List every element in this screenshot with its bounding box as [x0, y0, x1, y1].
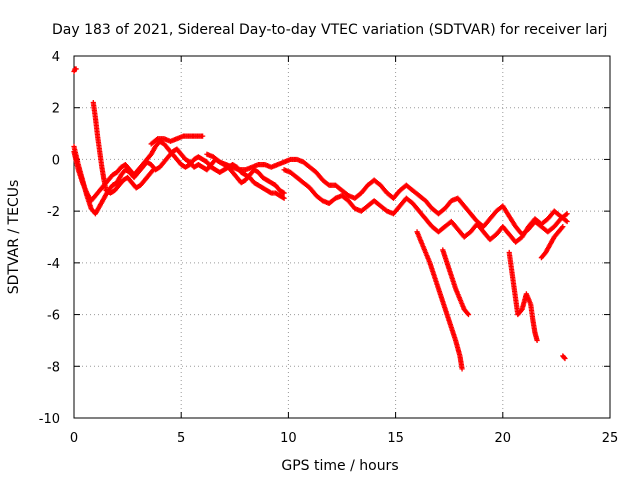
data-point [534, 337, 540, 344]
y-tick-label: 0 [52, 153, 60, 168]
data-point [150, 167, 156, 173]
data-series [90, 99, 156, 196]
y-tick-label: -4 [47, 257, 60, 272]
y-tick-label: -10 [39, 412, 60, 427]
y-tick-label: -2 [47, 205, 60, 220]
data-point [465, 311, 472, 318]
chart-title: Day 183 of 2021, Sidereal Day-to-day VTE… [52, 22, 607, 38]
x-tick-label: 0 [70, 431, 78, 446]
data-point [560, 224, 566, 230]
data-series [414, 229, 465, 372]
data-series [281, 167, 570, 245]
data-point [563, 218, 569, 224]
data-point [561, 355, 567, 361]
data-point [559, 225, 565, 231]
data-point [564, 218, 570, 225]
x-tick-label: 5 [177, 431, 185, 446]
data-point [564, 211, 570, 217]
data-series [148, 133, 206, 147]
x-tick-label: 15 [387, 431, 404, 446]
x-tick-label: 20 [495, 431, 512, 446]
data-point [281, 195, 287, 201]
data-point [465, 310, 471, 317]
data-series [506, 249, 540, 344]
data-series [538, 224, 566, 261]
data-series [71, 66, 79, 75]
y-tick-label: -8 [47, 360, 60, 375]
data-point [563, 211, 569, 218]
data-series [204, 151, 570, 238]
x-axis-label: GPS time / hours [281, 458, 398, 474]
y-tick-label: 2 [52, 102, 60, 117]
data-series [560, 353, 568, 362]
grid [74, 56, 610, 418]
plot-frame [73, 55, 611, 419]
data-point [73, 66, 79, 72]
data-series [440, 247, 472, 318]
data-point [149, 168, 156, 174]
data-point [281, 190, 287, 196]
y-axis-label: SDTVAR / TECUs [6, 180, 22, 295]
y-tick-label: 4 [52, 50, 60, 65]
x-tick-label: 25 [602, 431, 619, 446]
x-tick-label: 10 [280, 431, 297, 446]
y-tick-label: -6 [47, 309, 60, 324]
data-point [459, 366, 465, 372]
data-point [562, 355, 568, 362]
data-point [200, 133, 206, 139]
data-marks [71, 66, 570, 372]
